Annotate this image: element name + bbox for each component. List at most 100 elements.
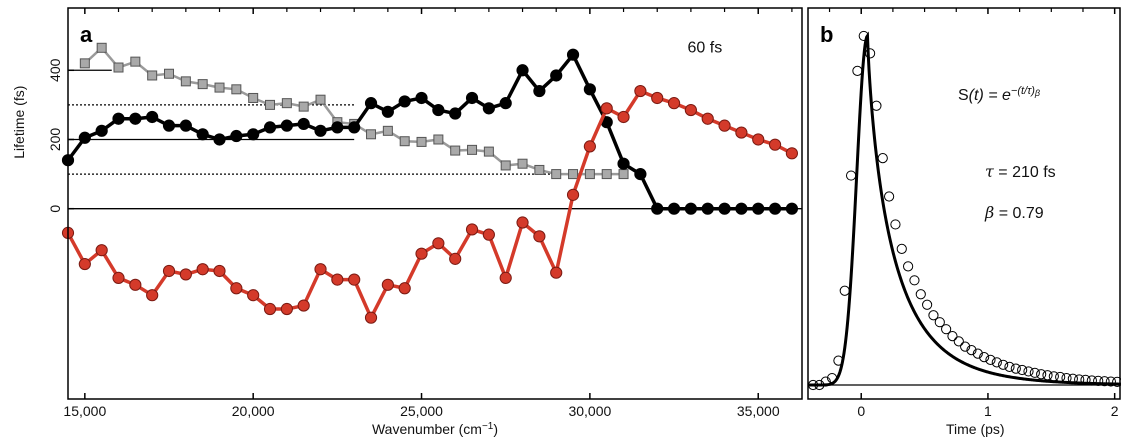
point-black-24 <box>465 91 479 105</box>
axis-ticks: 15,000 20,000 25,000 30,000 35,000 0 200 400 <box>47 8 793 419</box>
point-red-12 <box>263 302 277 316</box>
y-tick-label-0: 0 <box>47 205 63 213</box>
point-black-6 <box>162 119 176 132</box>
point-red-11 <box>247 289 260 302</box>
x-axis-title: Time (ps) <box>946 421 1005 437</box>
point-black-1 <box>78 131 91 144</box>
point-black-42 <box>768 202 782 215</box>
point-black-41 <box>752 202 765 215</box>
data-point-21 <box>941 324 952 335</box>
x-axis-title-end: ) <box>493 421 498 437</box>
point-red-17 <box>348 273 361 286</box>
data-point-4 <box>833 355 844 366</box>
data-point-36 <box>1036 369 1047 380</box>
point-black-28 <box>533 84 546 98</box>
point-black-9 <box>213 133 226 146</box>
point-black-19 <box>381 105 394 118</box>
equation-exp: −(t/τ) <box>1011 85 1035 97</box>
data-point-32 <box>1010 363 1021 374</box>
x-tick-label-4: 35,000 <box>737 403 780 419</box>
point-grey-2 <box>113 62 124 73</box>
data-point-8 <box>858 30 869 42</box>
point-black-33 <box>617 157 630 170</box>
point-black-5 <box>146 110 159 124</box>
point-red-18 <box>364 311 378 324</box>
point-red-15 <box>314 263 327 276</box>
data-point-12 <box>884 191 895 202</box>
plot-frame <box>807 7 1121 400</box>
point-black-10 <box>230 129 243 143</box>
point-black-31 <box>583 83 596 96</box>
point-red-10 <box>230 282 243 295</box>
data-point-43 <box>1080 374 1091 385</box>
y-axis-title: Lifetime (fs) <box>11 86 27 159</box>
point-grey-30 <box>584 169 595 180</box>
point-grey-22 <box>450 145 461 156</box>
point-black-30 <box>566 48 580 61</box>
point-black-35 <box>651 202 664 215</box>
point-red-43 <box>785 147 798 160</box>
point-red-35 <box>651 91 664 105</box>
x-tick-label-3: 30,000 <box>568 403 611 419</box>
x-tick-label-2: 2 <box>1111 403 1119 419</box>
point-grey-5 <box>164 68 175 79</box>
point-red-32 <box>600 102 613 115</box>
data-point-27 <box>979 352 990 363</box>
data-point-20 <box>934 317 945 328</box>
y-tick-label-1: 200 <box>47 128 63 152</box>
point-grey-1 <box>96 42 107 53</box>
tau-value: = 210 fs <box>994 164 1056 181</box>
point-red-3 <box>112 271 125 284</box>
data-point-35 <box>1029 367 1040 378</box>
point-red-19 <box>381 278 394 291</box>
data-point-9 <box>864 48 876 59</box>
data-point-40 <box>1061 372 1072 384</box>
point-red-9 <box>213 264 226 278</box>
data-point-5 <box>839 285 850 296</box>
point-grey-28 <box>551 169 562 180</box>
series-grey <box>79 42 629 180</box>
tau-annotation: τ = 210 fs <box>985 162 1056 181</box>
point-black-15 <box>314 124 327 137</box>
data-point-37 <box>1042 370 1053 381</box>
point-black-2 <box>95 124 108 137</box>
data-point-41 <box>1067 373 1078 384</box>
data-point-24 <box>960 341 971 352</box>
data-point-17 <box>915 289 926 300</box>
point-grey-10 <box>248 92 259 103</box>
beta-value: = 0.79 <box>994 205 1043 222</box>
data-point-45 <box>1093 375 1104 386</box>
point-black-8 <box>196 128 209 141</box>
point-red-39 <box>718 119 731 132</box>
point-grey-19 <box>399 136 410 147</box>
point-black-26 <box>499 97 512 110</box>
data-point-3 <box>826 372 838 384</box>
point-grey-12 <box>281 98 292 109</box>
point-red-5 <box>146 289 159 302</box>
point-grey-31 <box>601 169 612 180</box>
data-point-15 <box>903 261 914 272</box>
point-red-27 <box>516 216 529 229</box>
point-grey-17 <box>366 129 377 140</box>
point-black-17 <box>348 121 361 134</box>
series-group <box>61 42 798 324</box>
point-grey-21 <box>433 134 444 145</box>
point-grey-6 <box>180 76 191 87</box>
series-black <box>61 48 798 215</box>
point-black-22 <box>432 103 445 117</box>
point-black-39 <box>718 202 731 215</box>
equation-s: S <box>958 87 969 104</box>
point-grey-29 <box>568 169 579 180</box>
data-point-14 <box>896 243 907 254</box>
data-point-1 <box>814 379 825 391</box>
axis-ticks: 0 1 2 <box>828 8 1119 419</box>
point-red-8 <box>196 263 209 276</box>
point-grey-9 <box>231 84 242 95</box>
data-point-19 <box>928 310 939 321</box>
point-black-3 <box>112 112 125 125</box>
x-axis-title-main: Wavenumber (cm <box>372 421 482 437</box>
point-black-23 <box>449 107 462 120</box>
point-red-42 <box>768 138 782 151</box>
